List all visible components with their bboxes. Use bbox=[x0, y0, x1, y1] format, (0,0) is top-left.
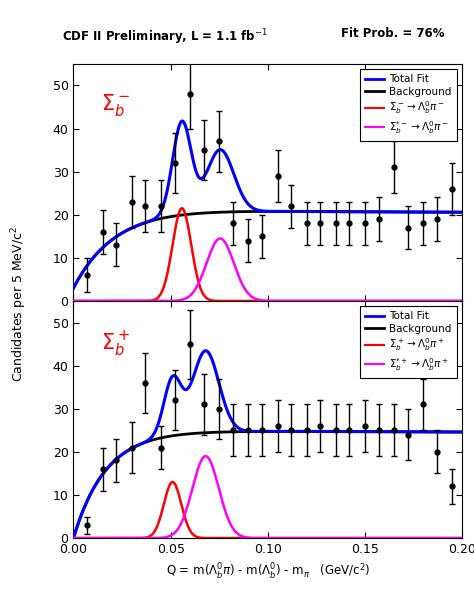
Text: CDF II Preliminary, L = 1.1 fb$^{-1}$: CDF II Preliminary, L = 1.1 fb$^{-1}$ bbox=[62, 27, 267, 47]
X-axis label: Q = m($\Lambda_b^0\pi$) - m($\Lambda_b^0$) - m$_{\pi}$   (GeV/c$^2$): Q = m($\Lambda_b^0\pi$) - m($\Lambda_b^0… bbox=[165, 562, 370, 582]
Legend: Total Fit, Background, $\Sigma_b^- \rightarrow \Lambda_b^0\pi^-$, $\Sigma_b^{*-}: Total Fit, Background, $\Sigma_b^- \righ… bbox=[360, 69, 457, 141]
Text: $\Sigma_b^-$: $\Sigma_b^-$ bbox=[100, 92, 130, 119]
Text: $\Sigma_b^+$: $\Sigma_b^+$ bbox=[100, 330, 129, 359]
Legend: Total Fit, Background, $\Sigma_b^+ \rightarrow \Lambda_b^0\pi^+$, $\Sigma_b^{*+}: Total Fit, Background, $\Sigma_b^+ \righ… bbox=[360, 306, 457, 378]
Text: Candidates per 5 MeV/c$^2$: Candidates per 5 MeV/c$^2$ bbox=[9, 226, 29, 382]
Text: Fit Prob. = 76%: Fit Prob. = 76% bbox=[341, 27, 445, 40]
